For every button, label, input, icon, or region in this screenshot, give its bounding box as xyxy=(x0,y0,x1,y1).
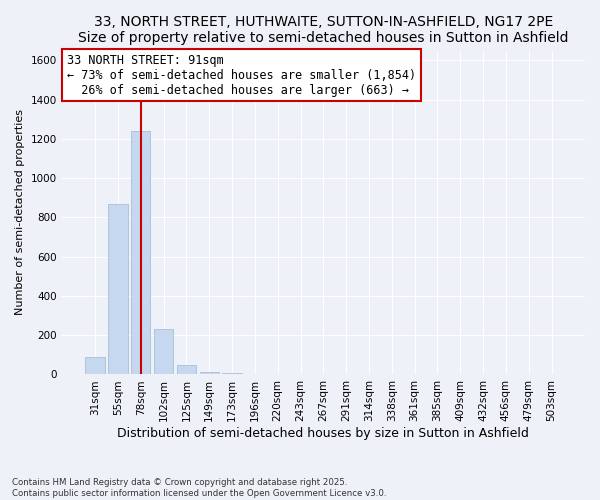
Bar xyxy=(131,131,151,374)
Bar xyxy=(177,364,196,374)
Bar xyxy=(154,330,173,374)
Bar xyxy=(108,204,128,374)
Title: 33, NORTH STREET, HUTHWAITE, SUTTON-IN-ASHFIELD, NG17 2PE
Size of property relat: 33, NORTH STREET, HUTHWAITE, SUTTON-IN-A… xyxy=(78,15,569,45)
Bar xyxy=(85,357,105,374)
Bar xyxy=(200,372,219,374)
Y-axis label: Number of semi-detached properties: Number of semi-detached properties xyxy=(15,110,25,316)
Text: 33 NORTH STREET: 91sqm
← 73% of semi-detached houses are smaller (1,854)
  26% o: 33 NORTH STREET: 91sqm ← 73% of semi-det… xyxy=(67,54,416,97)
X-axis label: Distribution of semi-detached houses by size in Sutton in Ashfield: Distribution of semi-detached houses by … xyxy=(118,427,529,440)
Text: Contains HM Land Registry data © Crown copyright and database right 2025.
Contai: Contains HM Land Registry data © Crown c… xyxy=(12,478,386,498)
Bar xyxy=(223,373,242,374)
